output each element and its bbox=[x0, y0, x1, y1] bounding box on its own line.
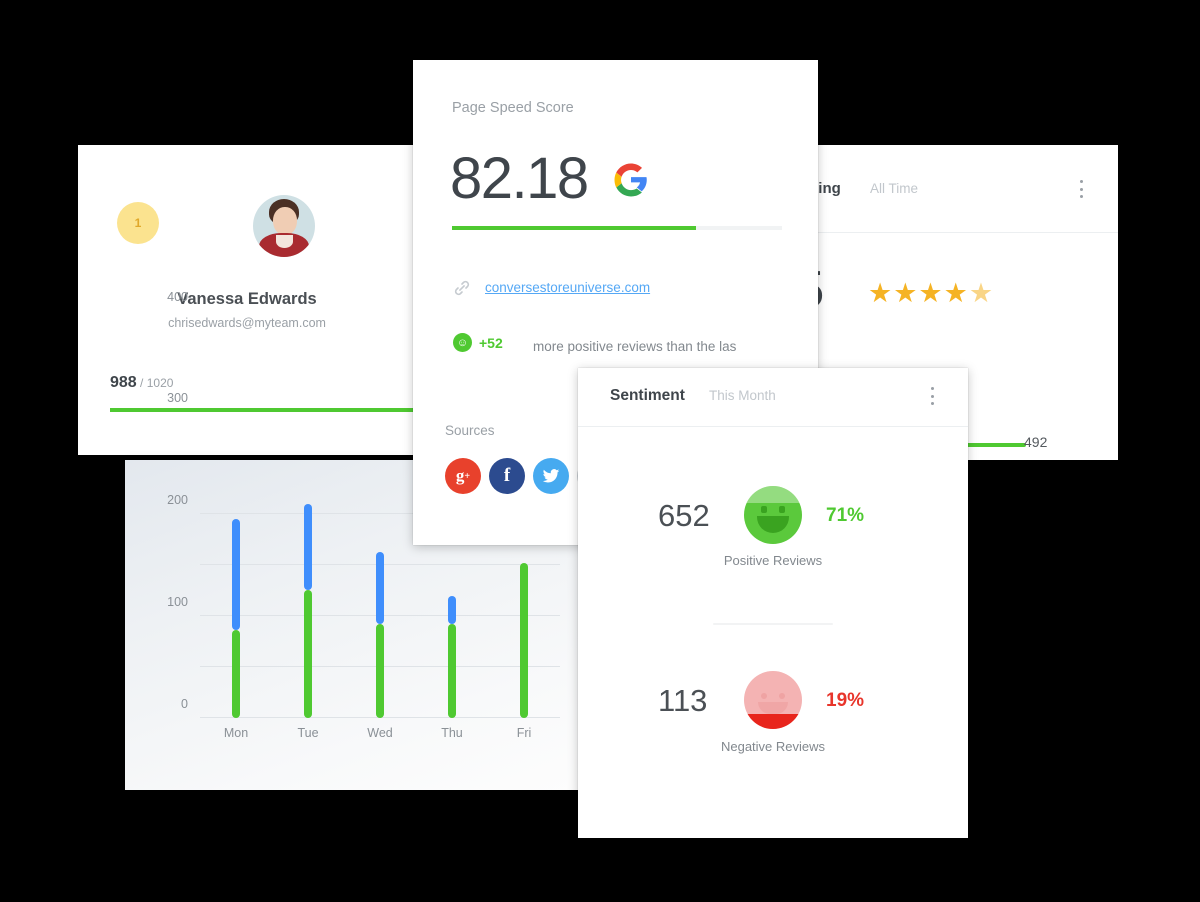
chart-bar-segment-green bbox=[520, 562, 528, 718]
avatar-collar bbox=[276, 235, 293, 248]
kebab-menu-icon[interactable] bbox=[1079, 180, 1083, 198]
chart-y-tick: 300 bbox=[167, 391, 188, 406]
user-score-total: / 1020 bbox=[140, 376, 174, 390]
smiley-sad-icon bbox=[744, 671, 802, 729]
chart-bar bbox=[286, 499, 330, 718]
happy-face-icon: ☺ bbox=[453, 333, 472, 352]
google-plus-icon[interactable]: g + bbox=[445, 458, 481, 494]
rating-bar-fill bbox=[958, 443, 1026, 447]
rating-star-half: ★ bbox=[968, 278, 995, 308]
user-profile-card: 1 Vanessa Edwards chrisedwards@myteam.co… bbox=[78, 145, 430, 455]
negative-label: Negative Reviews bbox=[720, 739, 826, 754]
chart-x-tick: Wed bbox=[367, 726, 393, 740]
positive-percent: 71% bbox=[826, 505, 865, 526]
chart-x-tick: Mon bbox=[223, 726, 249, 740]
avatar bbox=[253, 195, 315, 257]
user-email: chrisedwards@myteam.com bbox=[168, 316, 326, 330]
chart-y-tick: 100 bbox=[167, 595, 188, 610]
positive-count: 652 bbox=[658, 498, 710, 533]
negative-count: 113 bbox=[658, 683, 708, 718]
positive-label: Positive Reviews bbox=[723, 553, 823, 568]
chart-bar bbox=[358, 499, 402, 718]
chart-bar-segment-blue bbox=[232, 519, 240, 631]
user-score-current: 988 bbox=[110, 374, 137, 391]
chart-x-tick: Fri bbox=[516, 726, 532, 740]
rating-filter[interactable]: All Time bbox=[870, 181, 919, 196]
chart-y-tick: 0 bbox=[181, 697, 188, 711]
page-speed-progress-bar bbox=[452, 226, 782, 230]
sentiment-filter[interactable]: This Month bbox=[709, 388, 776, 403]
user-progress-bar bbox=[110, 408, 430, 412]
kebab-menu-icon[interactable] bbox=[930, 387, 934, 405]
chart-y-tick: 400 bbox=[167, 289, 188, 304]
page-speed-title: Page Speed Score bbox=[452, 100, 574, 116]
rating-card-header bbox=[728, 145, 1118, 233]
sources-label: Sources bbox=[445, 423, 495, 438]
chart-bar bbox=[214, 499, 258, 718]
user-progress-fill bbox=[110, 408, 421, 412]
chart-bar-segment-green bbox=[448, 623, 456, 718]
smiley-happy-icon bbox=[744, 486, 802, 544]
rank-badge: 1 bbox=[117, 202, 159, 244]
sentiment-card: Sentiment This Month 652 71% Positive Re… bbox=[578, 368, 968, 838]
positive-delta-value: +52 bbox=[479, 335, 503, 351]
rating-bar bbox=[958, 443, 1078, 447]
user-name: Vanessa Edwards bbox=[177, 290, 317, 308]
chart-y-tick: 200 bbox=[167, 493, 188, 508]
google-g-icon bbox=[613, 162, 649, 198]
chart-bar-segment-green bbox=[376, 623, 384, 718]
twitter-icon[interactable] bbox=[533, 458, 569, 494]
chart-gridline: 400 bbox=[167, 290, 560, 515]
chart-bar bbox=[502, 499, 546, 718]
rating-bar-value: 492 bbox=[1024, 434, 1048, 450]
page-speed-progress-fill bbox=[452, 226, 696, 230]
user-score: 988 / 1020 bbox=[110, 374, 173, 392]
rating-stars-full: ★★★★ bbox=[868, 278, 969, 308]
positive-delta-note: more positive reviews than the las bbox=[533, 339, 737, 354]
sentiment-title: Sentiment bbox=[610, 387, 685, 404]
website-link[interactable]: conversestoreuniverse.com bbox=[485, 280, 651, 295]
sentiment-divider bbox=[713, 623, 833, 625]
chart-bar-segment-blue bbox=[448, 595, 456, 624]
chart-bar bbox=[430, 499, 474, 718]
link-icon bbox=[452, 278, 472, 298]
chart-bar-segment-blue bbox=[376, 552, 384, 624]
chart-x-tick: Thu bbox=[441, 726, 463, 740]
chart-bar-segment-blue bbox=[304, 504, 312, 590]
negative-percent: 19% bbox=[826, 690, 865, 711]
chart-x-tick: Tue bbox=[297, 726, 319, 740]
chart-bar-segment-green bbox=[232, 630, 240, 718]
rank-badge-label: 1 bbox=[134, 216, 142, 230]
rating-stars: ★★★★★ bbox=[868, 278, 994, 309]
sentiment-card-header bbox=[578, 368, 968, 427]
page-speed-value: 82.18 bbox=[450, 146, 589, 211]
chart-plot-area: 0 100 200 300 400 Mon Tue Wed Thu Fri bbox=[167, 290, 560, 740]
facebook-icon[interactable]: f bbox=[489, 458, 525, 494]
chart-bar-segment-green bbox=[304, 589, 312, 718]
